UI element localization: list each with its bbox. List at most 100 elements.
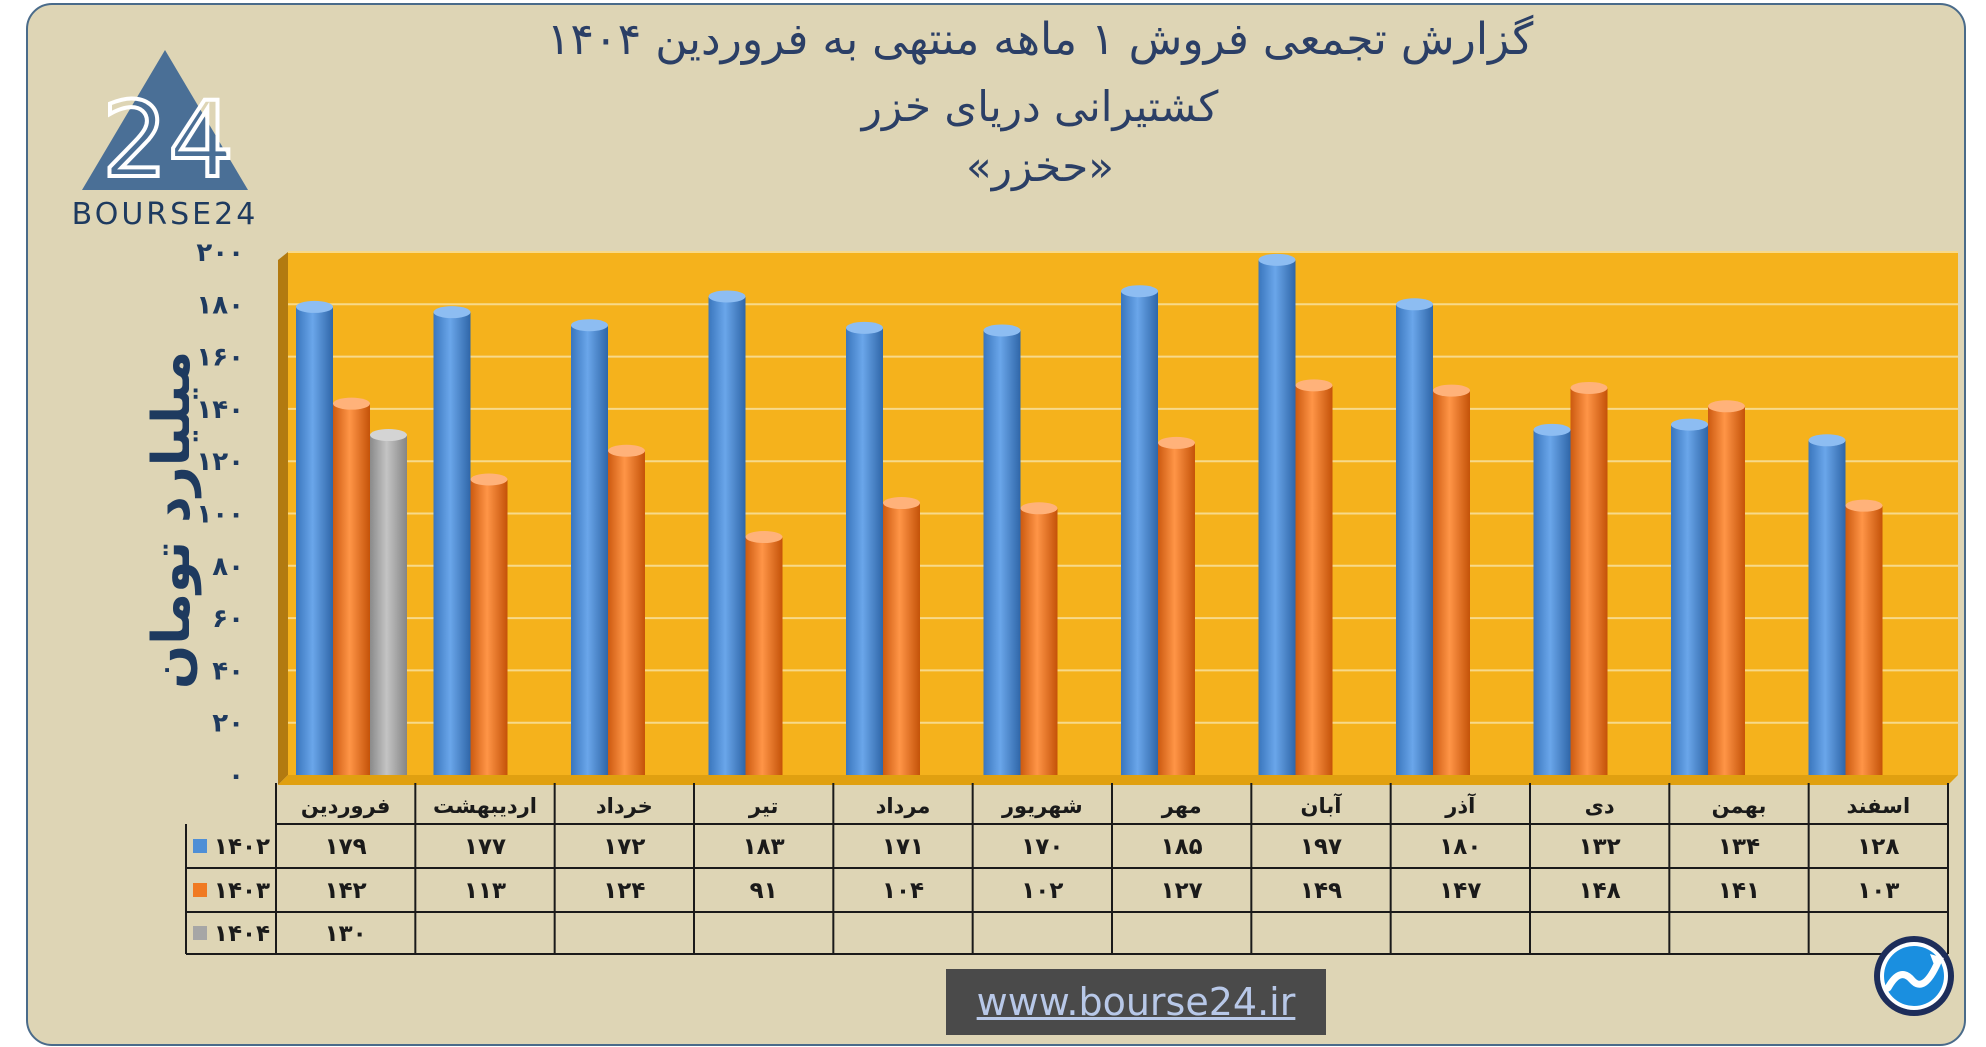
bar-top	[1533, 423, 1571, 436]
bar	[1570, 387, 1608, 775]
bourse24-logo: 24 BOURSE24	[72, 50, 259, 232]
data-label: ۱۸۳	[743, 834, 785, 860]
plot-side-wall	[278, 252, 288, 785]
y-tick-label: ۱۸۰	[196, 290, 244, 320]
bar	[433, 312, 471, 775]
data-label: ۱۸۵	[1161, 834, 1203, 860]
data-label: ۱۴۷	[1439, 878, 1481, 904]
category-label: آذر	[1444, 793, 1476, 818]
y-tick-label: ۰	[228, 761, 244, 791]
bar-top	[370, 429, 407, 442]
data-label: ۱۴۹	[1300, 878, 1342, 904]
bar-top	[745, 531, 783, 544]
data-label: ۱۷۱	[882, 834, 924, 860]
bar	[1533, 429, 1571, 775]
logo-text: BOURSE24	[72, 197, 259, 232]
bar-top	[571, 319, 608, 332]
category-label: اردیبهشت	[433, 794, 537, 818]
bar	[1258, 259, 1296, 776]
bar	[1708, 406, 1745, 775]
data-label: ۱۷۰	[1021, 834, 1063, 860]
data-label: ۱۳۲	[1579, 834, 1621, 860]
series-name: ۱۴۰۴	[214, 921, 270, 947]
y-tick-label: ۸۰	[212, 552, 244, 582]
bar-top	[1295, 379, 1333, 392]
bar-top	[470, 473, 508, 486]
bar-top	[1020, 502, 1058, 515]
bar	[1671, 424, 1708, 775]
category-label: بهمن	[1712, 794, 1767, 818]
y-tick-label: ۱۶۰	[196, 343, 244, 373]
data-label: ۱۲۸	[1857, 834, 1899, 860]
bar	[1433, 390, 1470, 775]
bar	[983, 330, 1021, 775]
bar-top	[1258, 253, 1296, 266]
category-label: دی	[1585, 794, 1615, 818]
category-label: مهر	[1161, 794, 1202, 818]
bar	[883, 503, 920, 775]
bar	[571, 325, 608, 775]
data-label: ۱۲۷	[1161, 878, 1203, 904]
bar-top	[983, 324, 1021, 337]
bar	[708, 296, 746, 775]
data-label: ۹۱	[750, 878, 778, 904]
data-label: ۱۴۱	[1718, 878, 1760, 904]
data-label: ۱۱۳	[464, 878, 506, 904]
y-tick-label: ۱۰۰	[196, 500, 244, 530]
bar-top	[1158, 436, 1195, 449]
data-label: ۱۴۸	[1579, 878, 1621, 904]
legend-swatch	[193, 926, 207, 940]
y-tick-label: ۶۰	[212, 604, 244, 634]
data-label: ۱۰۲	[1021, 878, 1063, 904]
bar-top	[608, 444, 645, 457]
company-name: کشتیرانی دریای خزر	[861, 82, 1219, 131]
bar	[1020, 508, 1058, 775]
bar	[745, 537, 783, 775]
bar-top	[1433, 384, 1470, 397]
y-tick-label: ۱۲۰	[196, 447, 244, 477]
y-tick-label: ۲۰	[212, 709, 244, 739]
trend-arrow-icon	[1874, 936, 1954, 1016]
ticker-symbol: «حخزر»	[966, 142, 1114, 191]
bar-top	[883, 497, 920, 510]
data-label: ۱۸۰	[1439, 834, 1481, 860]
y-tick-label: ۱۴۰	[196, 395, 244, 425]
bar	[296, 306, 333, 775]
plot-floor	[278, 775, 1958, 785]
chart-title: گزارش تجمعی فروش ۱ ماهه منتهی به فروردین…	[546, 14, 1534, 65]
data-label: ۱۲۴	[603, 878, 645, 904]
category-label: فروردین	[301, 794, 391, 818]
data-label: ۱۷۲	[603, 834, 645, 860]
bar	[1158, 442, 1195, 775]
category-label: آبان	[1301, 793, 1343, 818]
bar-top	[846, 321, 883, 334]
series-name: ۱۴۰۳	[214, 878, 270, 904]
bar	[846, 327, 883, 775]
y-tick-label: ۲۰۰	[196, 238, 244, 268]
bar	[470, 479, 508, 775]
bar-top	[333, 397, 370, 410]
bar-top	[433, 306, 471, 319]
logo-mark: 24	[102, 79, 234, 201]
bar-top	[1808, 434, 1846, 447]
bar	[1845, 505, 1883, 775]
bar-top	[708, 290, 746, 303]
bar-top	[1671, 418, 1708, 431]
y-tick-label: ۴۰	[212, 656, 244, 686]
website-link[interactable]: www.bourse24.ir	[946, 969, 1326, 1035]
data-label: ۱۰۳	[1857, 878, 1899, 904]
category-label: شهریور	[1001, 794, 1083, 818]
bar	[1121, 291, 1158, 775]
bar	[1808, 440, 1846, 775]
bar-top	[1570, 381, 1608, 394]
bar-top	[1121, 285, 1158, 298]
data-label: ۱۹۷	[1300, 834, 1342, 860]
data-label: ۱۰۴	[882, 878, 924, 904]
bar	[608, 450, 645, 775]
bar-top	[296, 300, 333, 313]
data-label: ۱۳۴	[1718, 834, 1760, 860]
legend-swatch	[193, 839, 207, 853]
bar-top	[1708, 400, 1745, 413]
bar-top	[1845, 499, 1883, 512]
